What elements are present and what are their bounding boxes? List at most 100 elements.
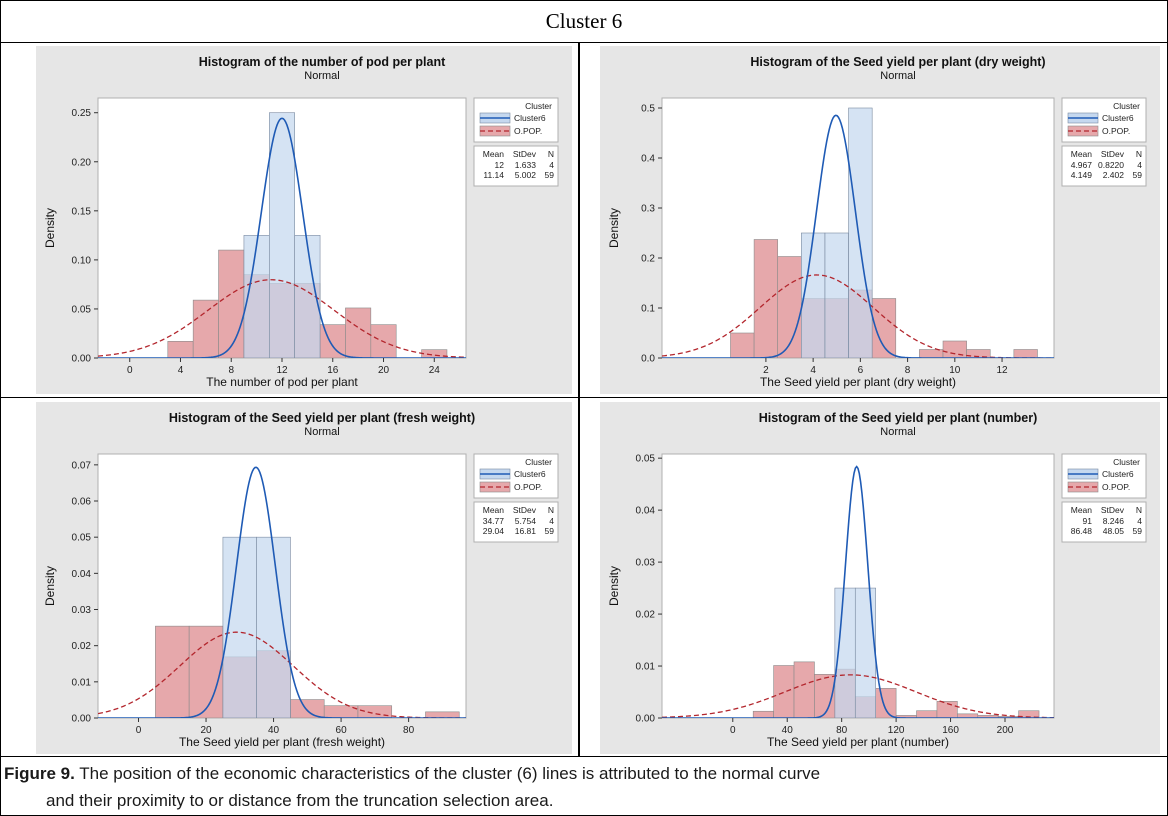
stats-n: 59 — [1133, 170, 1143, 180]
histogram-bar-pop — [345, 307, 372, 358]
legend-label-cluster: Cluster6 — [1102, 469, 1134, 479]
x-axis-label: The Seed yield per plant (number) — [767, 735, 949, 749]
histogram-bar-cluster — [256, 536, 291, 718]
histogram-bar-pop — [425, 711, 460, 718]
stats-n: 4 — [549, 516, 554, 526]
stats-n: 4 — [549, 160, 554, 170]
histogram-bar-pop — [936, 701, 958, 718]
x-tick-label: 0 — [127, 365, 133, 376]
stats-n: 59 — [1133, 526, 1143, 536]
x-axis-label: The number of pod per plant — [206, 375, 358, 389]
chart-subtitle: Normal — [304, 426, 339, 438]
stats-stdev: 48.05 — [1103, 526, 1125, 536]
histogram-panel-pod-count: Histogram of the number of pod per plant… — [36, 46, 572, 394]
y-tick-label: 0.06 — [72, 497, 92, 508]
y-tick-label: 0.4 — [641, 154, 655, 165]
stats-stdev: 1.633 — [515, 160, 537, 170]
x-tick-label: 40 — [268, 725, 280, 736]
stats-box — [473, 145, 559, 187]
chart-subtitle: Normal — [880, 70, 915, 82]
x-tick-label: 2 — [763, 365, 769, 376]
x-tick-label: 60 — [336, 725, 348, 736]
y-axis-label: Density — [607, 208, 621, 248]
normal-curve-pop — [662, 674, 1054, 718]
stats-mean: 34.77 — [483, 516, 505, 526]
stats-n: 4 — [1137, 516, 1142, 526]
normal-curve-pop — [662, 274, 1054, 358]
plot-marks — [662, 465, 1054, 718]
y-tick-label: 0.20 — [72, 157, 92, 168]
y-tick-label: 0.04 — [636, 506, 656, 517]
histogram-bar-pop — [290, 699, 325, 718]
histogram-bar-pop — [773, 665, 795, 718]
x-tick-label: 0 — [136, 725, 142, 736]
histogram-bar-pop — [793, 661, 815, 718]
histogram-bar-pop — [155, 625, 190, 718]
y-tick-label: 0.02 — [72, 641, 92, 652]
x-tick-label: 24 — [429, 365, 441, 376]
histogram-bar-pop — [319, 324, 346, 358]
stats-header: StDev — [1101, 505, 1125, 515]
y-tick-label: 0.04 — [72, 569, 92, 580]
stats-mean: 11.14 — [483, 170, 504, 180]
histogram-bar-cluster — [854, 587, 876, 718]
stats-box — [473, 501, 559, 543]
stats-box — [1061, 145, 1147, 187]
y-tick-label: 0.03 — [636, 558, 656, 569]
histogram-bar-pop — [916, 710, 938, 718]
histogram-bar-pop — [218, 249, 245, 358]
histogram-bar-pop — [357, 705, 393, 718]
y-tick-label: 0.01 — [72, 677, 92, 688]
y-tick-label: 0.0 — [641, 354, 655, 365]
y-tick-label: 0.1 — [641, 304, 655, 315]
x-axis-label: The Seed yield per plant (dry weight) — [760, 375, 956, 389]
histogram-bar-pop — [875, 688, 897, 718]
chart-title: Histogram of the Seed yield per plant (n… — [759, 411, 1038, 425]
x-tick-label: 200 — [997, 725, 1014, 736]
chart-subtitle: Normal — [880, 426, 915, 438]
histogram-bar-cluster — [848, 107, 873, 358]
normal-curve-pop — [98, 279, 466, 358]
caption-label: Figure 9. — [4, 764, 75, 783]
normal-curve-cluster — [662, 114, 1054, 358]
x-tick-label: 12 — [996, 365, 1008, 376]
histogram-panel-dry-weight: Histogram of the Seed yield per plant (d… — [600, 46, 1160, 394]
x-tick-label: 40 — [782, 725, 794, 736]
histogram-bar-pop — [1013, 349, 1038, 358]
plot-marks — [98, 112, 466, 358]
histogram-bar-cluster — [824, 232, 849, 358]
column-divider — [578, 42, 580, 757]
y-tick-label: 0.00 — [636, 714, 656, 725]
y-tick-label: 0.2 — [641, 254, 655, 265]
stats-header: N — [1136, 149, 1142, 159]
x-tick-label: 8 — [228, 365, 234, 376]
histogram-bar-pop — [421, 349, 448, 358]
y-tick-label: 0.00 — [72, 354, 92, 365]
y-axis-label: Density — [43, 566, 57, 606]
histogram-bar-cluster — [269, 112, 295, 358]
legend-label-cluster: Cluster6 — [514, 469, 546, 479]
x-tick-label: 8 — [905, 365, 911, 376]
stats-n: 4 — [1137, 160, 1142, 170]
y-axis-label: Density — [43, 208, 57, 248]
stats-n: 59 — [545, 526, 555, 536]
histogram-bar-pop — [188, 625, 224, 718]
stats-mean: 4.149 — [1071, 170, 1093, 180]
y-tick-label: 0.15 — [72, 206, 92, 217]
chart-subtitle: Normal — [304, 70, 339, 82]
chart-title: Histogram of the Seed yield per plant (f… — [169, 411, 475, 425]
stats-mean: 29.04 — [483, 526, 505, 536]
normal-curve-cluster — [662, 465, 1054, 718]
histogram-bar-cluster — [801, 232, 826, 358]
histogram-chart-pod-count: Histogram of the number of pod per plant… — [43, 55, 559, 389]
stats-header: N — [548, 149, 554, 159]
x-tick-label: 16 — [327, 365, 339, 376]
x-tick-label: 80 — [836, 725, 848, 736]
histogram-panel-fresh-weight: Histogram of the Seed yield per plant (f… — [36, 402, 572, 754]
legend-title: Cluster — [525, 457, 552, 467]
caption-text-line1: The position of the economic characteris… — [74, 764, 821, 783]
y-tick-label: 0.01 — [636, 662, 656, 673]
stats-header: N — [1136, 505, 1142, 515]
stats-mean: 4.967 — [1071, 160, 1093, 170]
x-tick-label: 120 — [888, 725, 905, 736]
